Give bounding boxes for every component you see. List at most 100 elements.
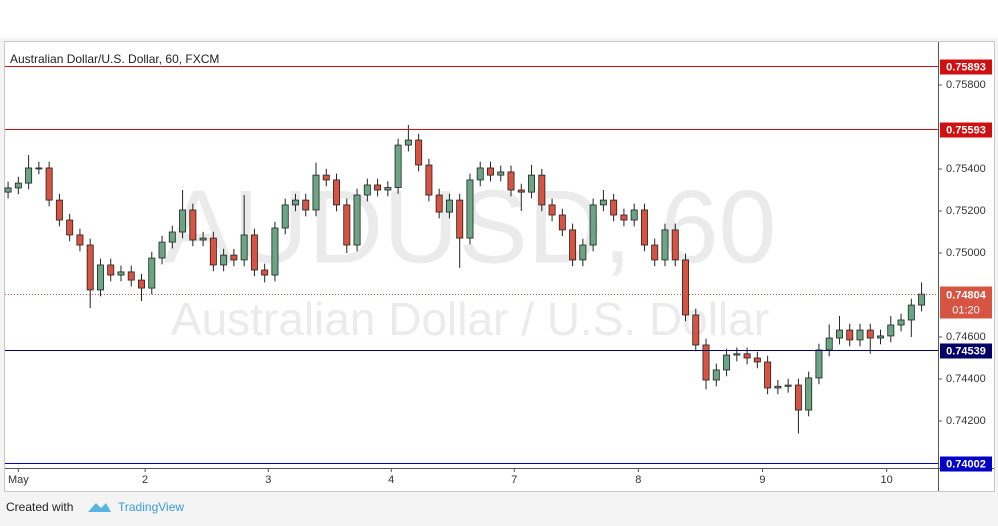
candle-body: [907, 304, 915, 321]
candle-body: [404, 139, 412, 146]
candle-body: [209, 237, 217, 266]
x-tick-label: 9: [759, 474, 765, 486]
candle-body: [558, 214, 566, 231]
candle-body: [302, 199, 310, 211]
level-label-box: [940, 343, 992, 359]
footer-brand[interactable]: TradingView: [118, 500, 184, 514]
candle-body: [620, 214, 628, 221]
candle-body: [425, 164, 433, 196]
candle-body: [517, 189, 525, 193]
x-tick-label: 3: [265, 474, 271, 486]
candle-body: [189, 209, 197, 241]
candle-body: [281, 204, 289, 229]
candle-body: [322, 174, 330, 181]
candle-body: [312, 174, 320, 211]
candle-body: [476, 167, 484, 181]
level-label-box: [940, 456, 992, 472]
level-label-box: [940, 59, 992, 75]
candle-body: [456, 199, 464, 239]
plot: [4, 124, 926, 434]
candle-body: [579, 244, 587, 261]
candle-body: [220, 254, 228, 266]
candle-body: [897, 319, 905, 326]
candle-body: [415, 139, 423, 166]
candle-body: [394, 144, 402, 188]
y-tick-label: 0.74400: [946, 373, 986, 385]
last-price-label: 0.74804: [946, 289, 987, 301]
level-label-box: [940, 122, 992, 138]
candle-body: [640, 209, 648, 246]
countdown-label: 01:20: [952, 304, 980, 316]
candle-body: [712, 369, 720, 381]
candle-body: [794, 384, 802, 411]
candle-body: [815, 349, 823, 379]
candle-body: [55, 199, 63, 221]
candle-body: [784, 384, 792, 387]
candle-body: [610, 199, 618, 216]
candle-body: [25, 167, 33, 184]
candle-body: [374, 184, 382, 191]
candle-body: [733, 353, 741, 356]
candle-body: [466, 179, 474, 239]
y-tick-label: 0.75200: [946, 205, 986, 217]
candle-body: [445, 199, 453, 213]
level-label: 0.74539: [946, 345, 986, 357]
candle-body: [753, 357, 761, 363]
candle-body: [846, 329, 854, 341]
candle-body: [569, 229, 577, 261]
candle-body: [14, 182, 22, 189]
x-tick-label: 4: [388, 474, 394, 486]
candle-body: [435, 194, 443, 213]
candle-body: [856, 329, 864, 341]
candle-body: [353, 194, 361, 246]
candle-body: [271, 227, 279, 276]
candle-body: [630, 209, 638, 221]
x-tick-label: 10: [881, 474, 893, 486]
candle-body: [743, 353, 751, 359]
level-label: 0.75893: [946, 61, 986, 73]
y-tick-label: 0.75800: [946, 79, 986, 91]
watermark-subtitle: Australian Dollar / U.S. Dollar: [171, 293, 769, 345]
candle-body: [661, 229, 669, 261]
candle-body: [723, 354, 731, 371]
candle-body: [528, 174, 536, 193]
y-tick-label: 0.75000: [946, 247, 986, 259]
level-label: 0.74002: [946, 458, 986, 470]
candle-body: [138, 279, 145, 289]
candle-body: [107, 264, 115, 276]
candle-body: [96, 264, 104, 291]
candle-body: [158, 241, 166, 259]
candle-body: [538, 174, 546, 206]
candle-body: [66, 219, 74, 236]
last-price-box: [940, 286, 992, 319]
y-tick-label: 0.75400: [946, 163, 986, 175]
candle-body: [692, 314, 700, 346]
candle-body: [291, 199, 299, 206]
candle-body: [702, 344, 710, 381]
candle-body: [35, 167, 43, 170]
y-tick-label: 0.74600: [946, 331, 986, 343]
top-bar: [0, 0, 998, 38]
candle-body: [261, 269, 269, 276]
candle-body: [825, 337, 833, 351]
candle-body: [918, 293, 926, 306]
y-tick-label: 0.74200: [946, 415, 986, 427]
tradingview-logo: [88, 503, 111, 512]
candle-body: [497, 171, 505, 176]
candle-body: [179, 209, 187, 233]
candle-body: [199, 237, 207, 241]
candle-body: [127, 271, 135, 281]
candle-body: [240, 234, 248, 261]
candle-body: [363, 184, 371, 196]
candle-body: [343, 204, 351, 246]
candle-body: [4, 187, 12, 193]
candle-body: [45, 167, 53, 201]
x-tick-label: May: [8, 474, 29, 486]
candle-body: [774, 385, 782, 389]
candle-body: [250, 234, 258, 271]
candle-body: [168, 231, 176, 243]
candle-body: [117, 271, 125, 276]
candle-body: [599, 199, 607, 206]
candle-body: [76, 234, 84, 246]
